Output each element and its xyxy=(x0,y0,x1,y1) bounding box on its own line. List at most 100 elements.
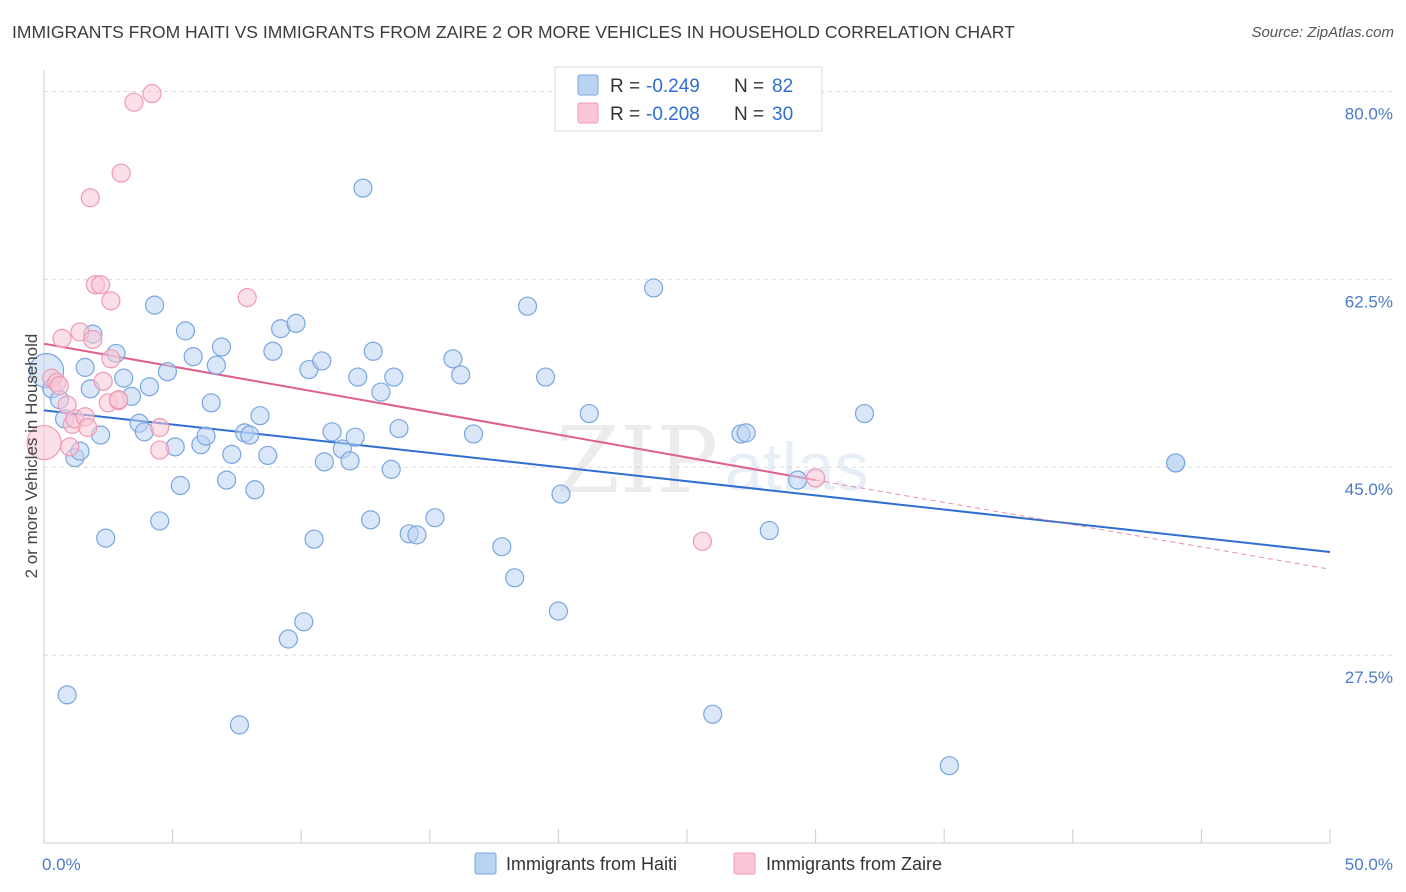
watermark: ZIP atlas xyxy=(556,407,869,514)
y-tick-label: 80.0% xyxy=(1345,104,1393,123)
point-haiti xyxy=(1166,453,1186,473)
point-haiti xyxy=(139,377,160,397)
y-axis-label: 2 or more Vehicles in Household xyxy=(22,334,41,579)
point-zaire xyxy=(108,389,129,410)
point-haiti xyxy=(183,347,203,367)
point-haiti xyxy=(548,601,569,621)
point-haiti xyxy=(363,341,383,361)
point-haiti xyxy=(854,403,875,424)
point-haiti xyxy=(345,427,365,447)
point-haiti xyxy=(217,470,237,490)
chart-source: Source: ZipAtlas.com xyxy=(1251,24,1394,41)
legend-r-label-haiti: R = xyxy=(610,76,640,97)
y-tick-label: 27.5% xyxy=(1345,668,1393,687)
legend-r-label-zaire: R = xyxy=(610,104,640,125)
legend-swatch-zaire xyxy=(577,102,599,124)
point-haiti xyxy=(170,475,190,496)
point-haiti xyxy=(939,756,959,776)
point-haiti xyxy=(278,629,298,649)
point-zaire xyxy=(83,329,103,350)
point-haiti xyxy=(150,511,170,531)
legend-n-value-zaire: 30 xyxy=(772,104,793,125)
point-haiti xyxy=(175,321,196,341)
point-zaire xyxy=(93,371,113,391)
point-haiti xyxy=(463,424,484,444)
point-haiti xyxy=(144,295,165,315)
x-tick-label: 50.0% xyxy=(1345,855,1393,874)
point-haiti xyxy=(787,470,808,490)
watermark-zip: ZIP xyxy=(556,407,718,514)
point-zaire xyxy=(237,288,257,308)
point-haiti xyxy=(381,459,401,479)
point-haiti xyxy=(314,452,334,472)
point-zaire xyxy=(60,437,80,457)
legend-n-label-haiti: N = xyxy=(734,76,764,97)
point-haiti xyxy=(263,341,283,361)
point-haiti xyxy=(643,278,664,298)
point-haiti xyxy=(250,406,270,426)
point-haiti xyxy=(361,510,381,530)
point-haiti xyxy=(535,367,556,387)
legend-r-value-haiti: -0.249 xyxy=(646,76,700,97)
point-haiti xyxy=(407,525,427,545)
point-haiti xyxy=(505,568,525,588)
point-haiti xyxy=(371,382,391,402)
point-haiti xyxy=(96,528,116,548)
point-haiti xyxy=(211,337,232,357)
point-haiti xyxy=(201,393,221,413)
point-haiti xyxy=(389,418,409,439)
point-haiti xyxy=(340,451,360,471)
point-zaire xyxy=(692,531,713,551)
series-legend-label-zaire: Immigrants from Zaire xyxy=(766,854,942,874)
point-zaire xyxy=(805,468,826,488)
point-haiti xyxy=(759,520,779,541)
stats-legend-box xyxy=(554,66,823,132)
chart-title: IMMIGRANTS FROM HAITI VS IMMIGRANTS FROM… xyxy=(12,22,1015,42)
point-haiti xyxy=(312,351,332,371)
point-zaire xyxy=(90,275,111,295)
point-haiti xyxy=(451,365,471,385)
point-zaire xyxy=(101,291,121,311)
point-zaire xyxy=(49,376,70,396)
point-haiti xyxy=(286,313,306,333)
point-haiti xyxy=(551,484,571,504)
series-legend: Immigrants from Haiti Immigrants from Za… xyxy=(474,852,942,875)
point-haiti xyxy=(258,445,278,466)
point-haiti xyxy=(165,437,185,457)
point-haiti xyxy=(75,357,95,377)
point-zaire xyxy=(111,163,131,183)
point-zaire xyxy=(142,84,162,104)
point-zaire xyxy=(80,188,100,208)
point-zaire xyxy=(101,349,121,369)
point-haiti xyxy=(443,349,463,369)
x-tick-label: 0.0% xyxy=(42,855,81,874)
point-haiti xyxy=(294,612,314,632)
stats-legend: R = -0.249 N = 82 R = -0.208 N = 30 xyxy=(554,66,823,132)
series-legend-swatch-zaire xyxy=(733,852,756,875)
point-haiti xyxy=(57,685,77,705)
point-haiti xyxy=(579,403,599,424)
point-haiti xyxy=(206,355,226,375)
point-haiti xyxy=(222,444,242,464)
point-zaire xyxy=(52,328,72,349)
point-haiti xyxy=(322,422,342,442)
legend-r-value-zaire: -0.208 xyxy=(646,104,700,125)
point-haiti xyxy=(348,367,368,387)
y-tick-label: 45.0% xyxy=(1345,480,1393,499)
point-haiti xyxy=(229,715,250,735)
point-haiti xyxy=(703,704,723,724)
legend-swatch-haiti xyxy=(577,74,599,96)
grid-lines xyxy=(44,90,1395,656)
point-haiti xyxy=(517,296,538,316)
point-haiti xyxy=(492,537,512,557)
point-zaire xyxy=(150,417,170,438)
point-zaire xyxy=(26,424,62,461)
point-haiti xyxy=(240,425,260,445)
trend-line-zaire-extension xyxy=(815,479,1331,570)
data-points xyxy=(26,84,1186,776)
y-tick-label: 62.5% xyxy=(1345,292,1393,311)
point-haiti xyxy=(196,426,216,446)
point-zaire xyxy=(150,440,170,460)
point-haiti xyxy=(353,178,373,198)
